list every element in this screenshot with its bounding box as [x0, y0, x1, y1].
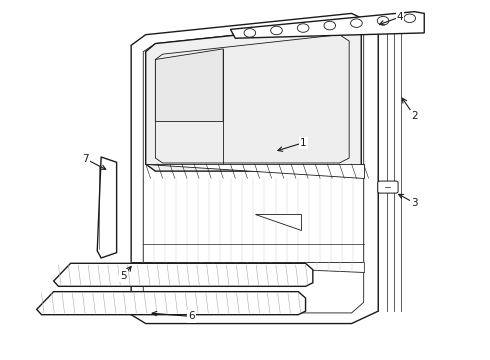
Circle shape: [244, 29, 256, 37]
PathPatch shape: [37, 292, 306, 315]
FancyBboxPatch shape: [378, 181, 398, 193]
PathPatch shape: [131, 261, 364, 272]
PathPatch shape: [155, 35, 349, 163]
PathPatch shape: [255, 214, 301, 230]
Circle shape: [351, 19, 362, 27]
PathPatch shape: [131, 13, 378, 324]
Text: 1: 1: [300, 138, 306, 148]
PathPatch shape: [146, 23, 361, 171]
PathPatch shape: [155, 49, 223, 122]
Text: 5: 5: [121, 271, 127, 281]
Circle shape: [270, 26, 282, 35]
Text: 7: 7: [82, 154, 89, 164]
Text: 4: 4: [397, 12, 403, 22]
PathPatch shape: [97, 157, 117, 258]
Circle shape: [404, 14, 416, 23]
Circle shape: [324, 21, 336, 30]
PathPatch shape: [230, 12, 424, 38]
Text: 3: 3: [411, 198, 418, 208]
Circle shape: [297, 24, 309, 32]
Circle shape: [377, 17, 389, 25]
PathPatch shape: [53, 263, 313, 286]
Text: 6: 6: [188, 311, 195, 321]
Text: 2: 2: [411, 111, 418, 121]
PathPatch shape: [146, 164, 364, 178]
